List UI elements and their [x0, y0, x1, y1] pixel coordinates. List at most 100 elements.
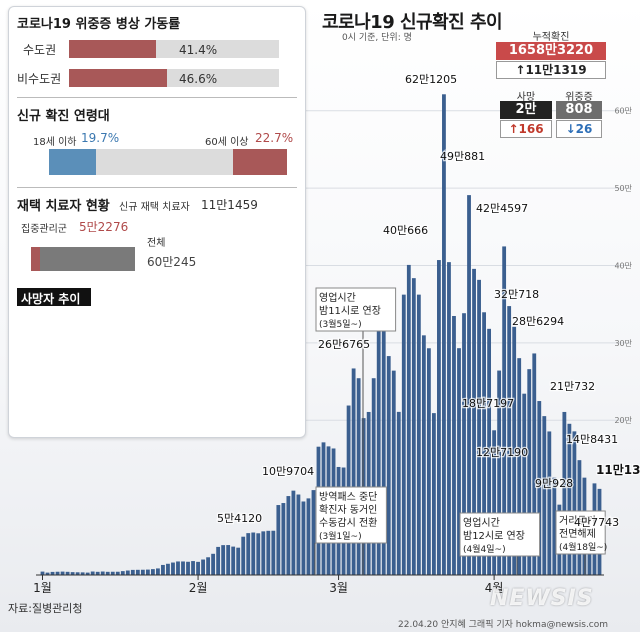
- age-young-value: 19.7%: [81, 131, 120, 145]
- annotation-text: 방역패스 중단: [319, 491, 377, 503]
- annotation-text: 영업시간: [463, 516, 500, 529]
- annotation-text: 거리두기: [559, 515, 596, 527]
- x-tick-label: 3월: [329, 581, 348, 595]
- bar: [281, 503, 286, 575]
- bar: [110, 571, 115, 575]
- annotation-box: [315, 287, 397, 332]
- x-tick-label: 1월: [33, 581, 52, 595]
- credit: 22.04.20 안지혜 그래픽 기자 hokma@newsis.com: [398, 620, 609, 630]
- bar: [291, 490, 296, 575]
- bar-value-label: 49만881: [440, 150, 485, 163]
- bar: [482, 312, 486, 575]
- bar: [55, 571, 60, 575]
- watermark-logo: NEWSIS: [490, 586, 594, 611]
- home-new-label: 신규 재택 치료자: [119, 202, 190, 213]
- bar: [191, 561, 195, 575]
- bar: [100, 571, 105, 575]
- bar: [426, 348, 431, 575]
- beds-bar-noncapital: [69, 69, 279, 87]
- bar: [406, 264, 411, 575]
- beds-value-noncapital: 46.6%: [179, 72, 218, 86]
- annotation-text: (3월5일~): [319, 318, 362, 330]
- age-old-value: 22.7%: [255, 131, 294, 145]
- annotation-text: (4월4일~): [463, 543, 506, 555]
- bar: [135, 569, 140, 575]
- y-tick-label: 30만: [614, 339, 632, 348]
- bar: [115, 571, 120, 575]
- bar: [401, 294, 406, 575]
- bar: [452, 315, 456, 575]
- bar-value-label: 32만718: [494, 288, 539, 301]
- beds-fill-capital: [69, 40, 156, 58]
- bar-value-label: 14만8431: [566, 433, 618, 446]
- deaths-label: 사망: [516, 92, 536, 103]
- bar: [477, 279, 481, 575]
- home-new-value: 11만1459: [201, 198, 258, 212]
- bar: [522, 393, 527, 575]
- bar: [467, 195, 471, 575]
- home-intensive-label: 집중관리군: [21, 224, 67, 235]
- bar: [45, 572, 50, 575]
- bar: [125, 570, 130, 575]
- bar: [231, 546, 236, 575]
- bar: [442, 94, 446, 575]
- bar-value-label: 18만7197: [462, 397, 514, 410]
- x-tick-label: 2월: [189, 581, 208, 595]
- critical-value: 808: [556, 101, 602, 119]
- bar: [381, 321, 386, 575]
- divider: [17, 187, 297, 188]
- cumulative-change: ↑11만1319: [496, 61, 606, 79]
- bar: [120, 571, 125, 575]
- x-tick-label: 4월: [485, 581, 504, 595]
- bar: [216, 546, 221, 575]
- bar-value-label: 11만1319: [596, 462, 640, 477]
- bar: [492, 430, 497, 575]
- bar: [437, 260, 441, 575]
- age-bar: [49, 149, 287, 175]
- annotation-text: 전면해제: [559, 527, 596, 540]
- bar: [211, 553, 216, 575]
- bar: [276, 505, 281, 575]
- beds-bar-capital: [69, 40, 279, 58]
- divider: [17, 97, 297, 98]
- bar: [562, 411, 567, 575]
- info-panel: 코로나19 위중증 병상 가동률 수도권 41.4% 비수도권 46.6% 신규…: [8, 6, 306, 438]
- cumulative-value: 1658만3220: [496, 42, 606, 60]
- annotation-box: [555, 510, 606, 555]
- home-intensive-fill: [31, 247, 41, 271]
- home-total-bar: [31, 247, 135, 271]
- annotation-text: 밤12시로 연장: [463, 530, 525, 542]
- bar: [542, 416, 547, 575]
- home-total-value: 60만245: [147, 255, 197, 269]
- bar: [371, 378, 376, 575]
- bar-value-label: 5만4120: [217, 512, 262, 525]
- bar: [386, 356, 391, 575]
- beds-value-capital: 41.4%: [179, 43, 218, 57]
- bar: [201, 559, 205, 575]
- bar: [226, 545, 231, 575]
- bar: [431, 413, 436, 575]
- bars: [40, 94, 602, 575]
- bar: [547, 431, 552, 575]
- bar-value-label: 28만6294: [512, 315, 564, 328]
- annotation-box: [315, 486, 387, 544]
- bar: [421, 335, 426, 575]
- bar: [552, 477, 557, 575]
- bar: [532, 353, 537, 575]
- bar: [266, 530, 271, 575]
- bar: [517, 358, 522, 575]
- bar-value-label: 12만7190: [476, 446, 528, 459]
- bar: [502, 246, 507, 575]
- bar: [130, 569, 135, 575]
- critical-change: ↓26: [556, 120, 602, 138]
- bar: [301, 501, 306, 575]
- bar: [80, 572, 85, 575]
- bar: [457, 348, 461, 575]
- age-young-fill: [49, 149, 96, 175]
- chart-title: 코로나19 신규확진 추이: [322, 12, 503, 33]
- annotation-text: 확진자 동거인: [319, 504, 377, 516]
- y-tick-label: 60만: [614, 107, 632, 116]
- bar-value-label: 4만7743: [574, 516, 619, 529]
- cumulative-label: 누적확진: [532, 32, 570, 43]
